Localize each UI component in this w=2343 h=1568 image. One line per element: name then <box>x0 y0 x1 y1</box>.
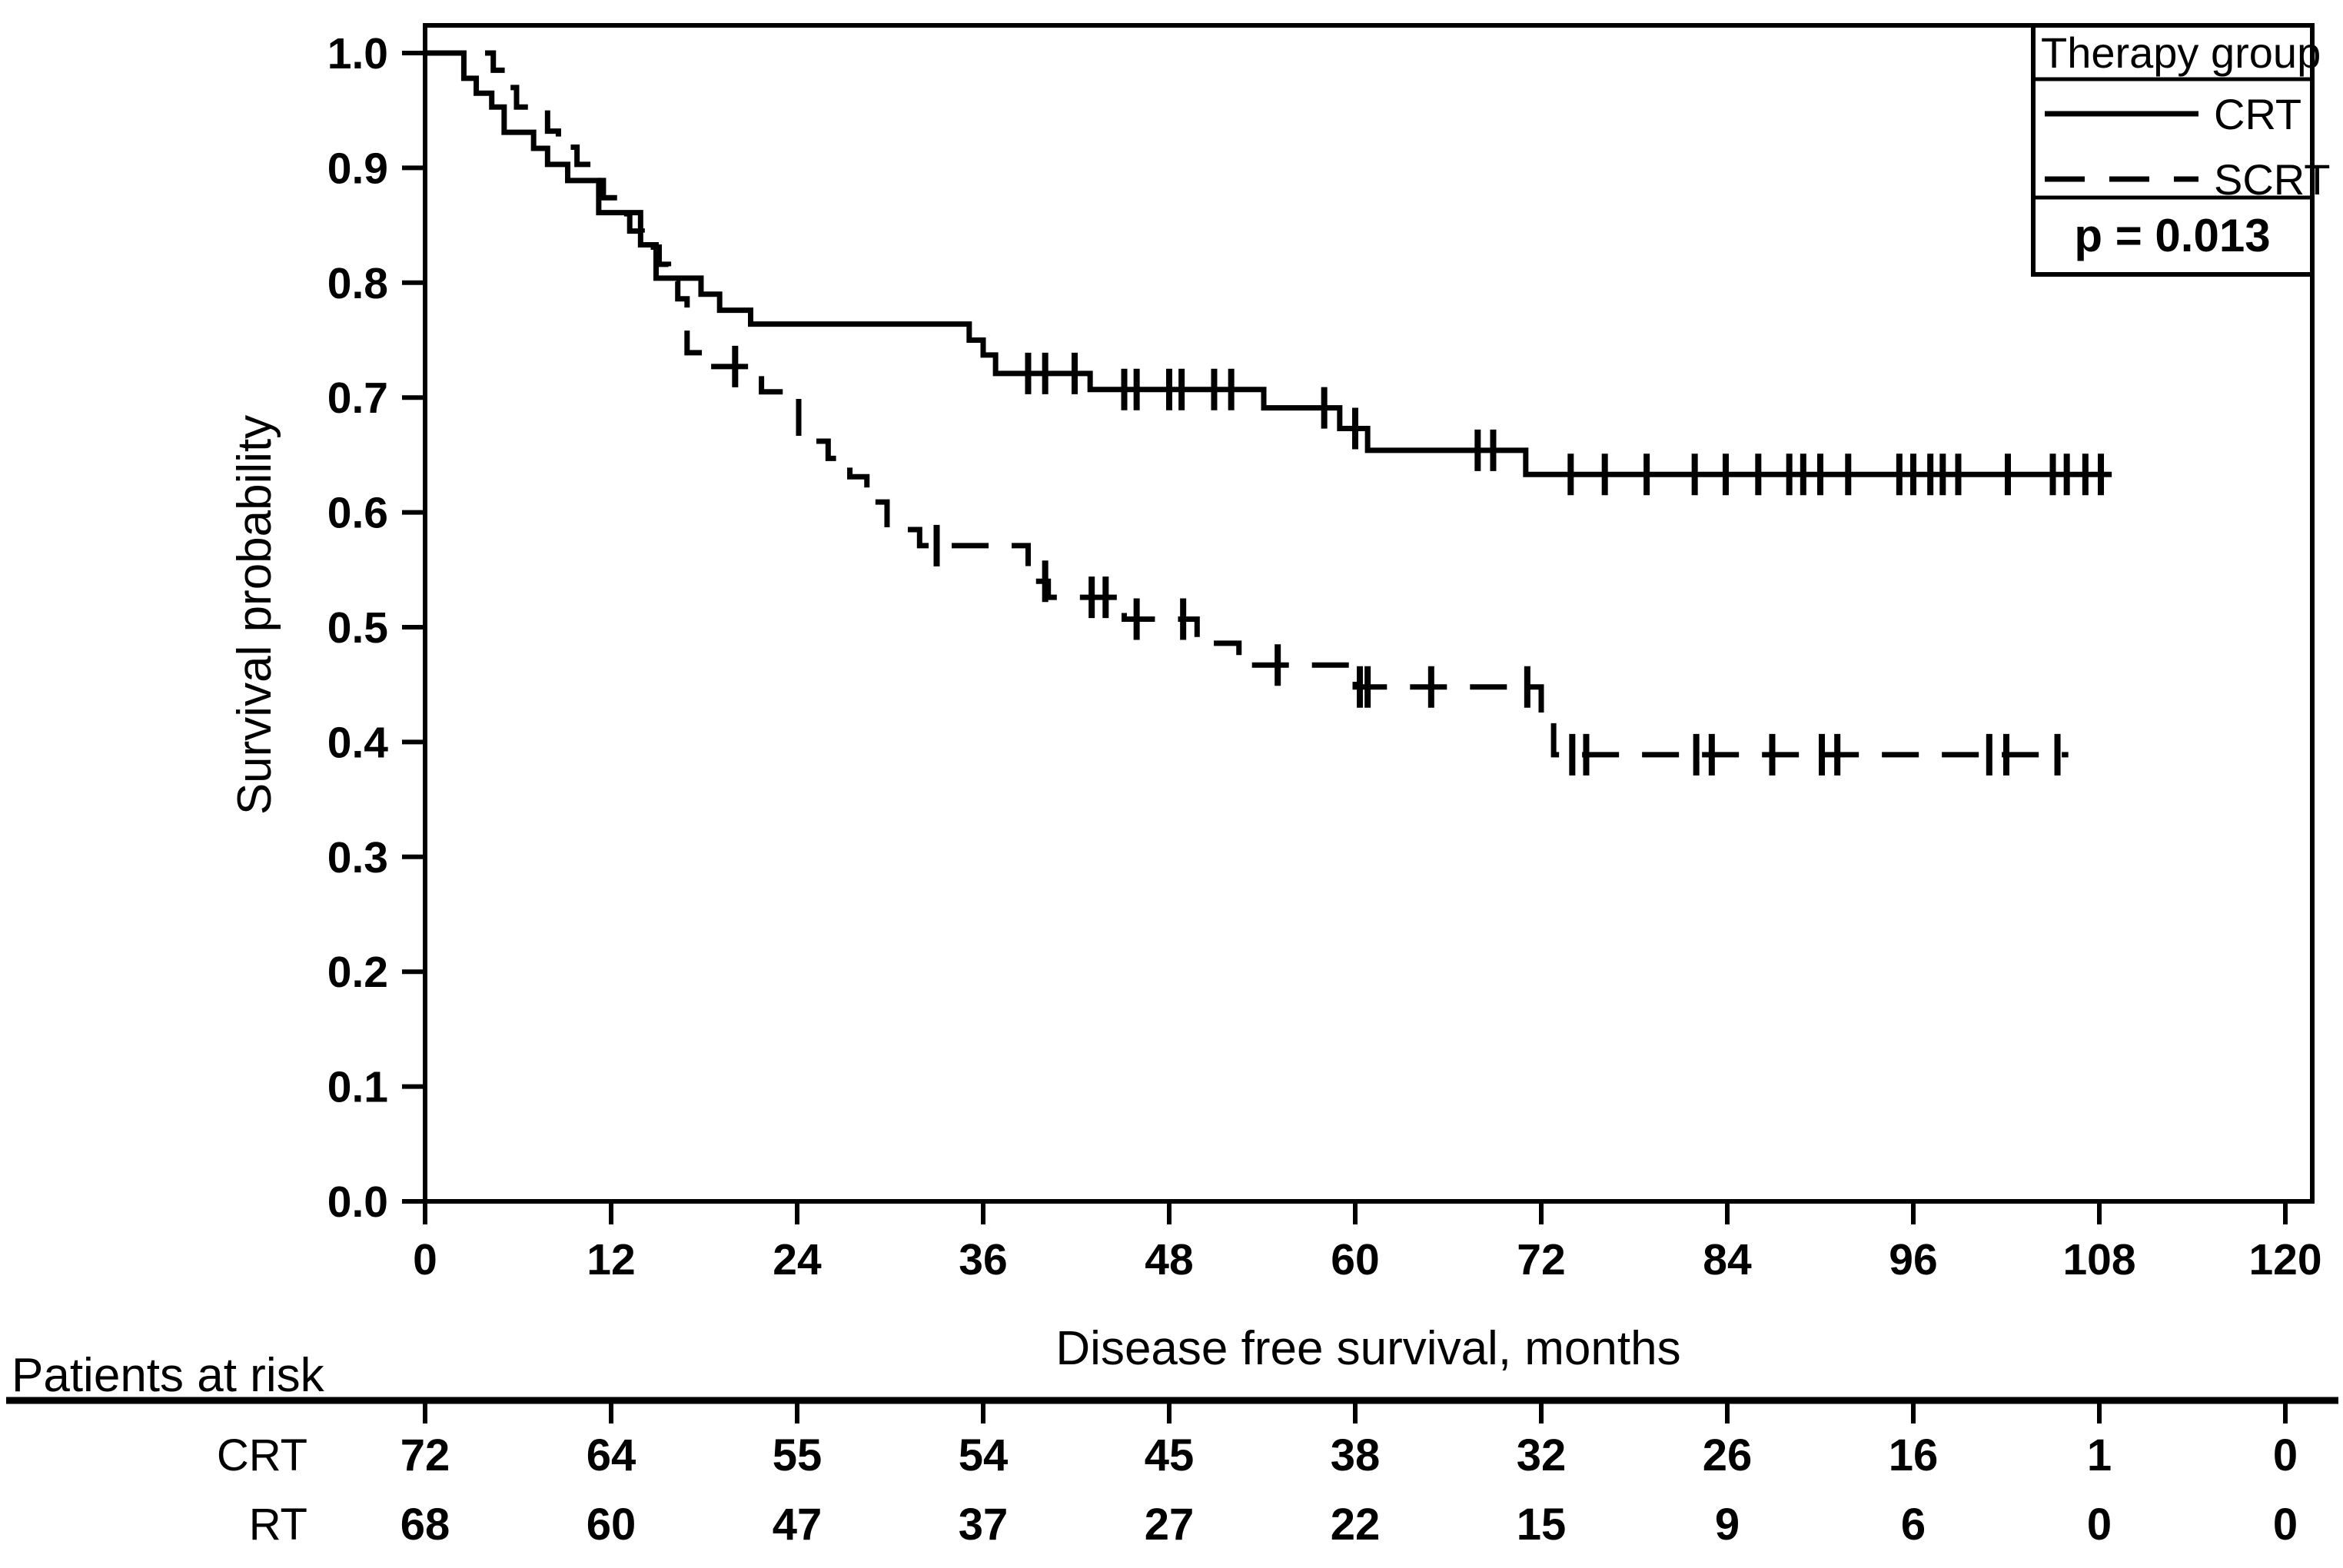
x-tick-label: 12 <box>587 1235 635 1284</box>
risk-count-rt: 60 <box>587 1500 636 1550</box>
risk-count-rt: 6 <box>1901 1500 1926 1550</box>
y-tick-label: 0.3 <box>327 833 388 882</box>
risk-count-rt: 15 <box>1517 1500 1567 1550</box>
risk-count-rt: 68 <box>400 1500 450 1550</box>
risk-count-crt: 26 <box>1703 1430 1753 1480</box>
x-tick-label: 96 <box>1889 1235 1937 1284</box>
y-tick-label: 0.1 <box>327 1063 388 1112</box>
censor-marks <box>732 345 2105 776</box>
legend-entry-crt: CRT <box>2045 90 2301 138</box>
legend-title: Therapy group <box>2041 28 2321 77</box>
y-tick-label: 0.2 <box>327 948 388 997</box>
risk-count-rt: 9 <box>1715 1500 1740 1550</box>
x-tick-label: 24 <box>773 1235 822 1284</box>
risk-table-counts: 72 64 55 54 45 38 32 26 16 1 068 60 47 37 27 22 15 9 6 0 0 <box>400 1430 2298 1550</box>
risk-row-rt-label: RT <box>249 1500 307 1550</box>
x-axis-ticks: 0 12 24 36 48 60 72 84 96 108 120 <box>413 1201 2322 1284</box>
p-value-label: p = 0.013 <box>2074 210 2270 261</box>
legend-border <box>2031 23 2315 277</box>
survival-curves <box>425 50 2112 758</box>
y-tick-label: 0.5 <box>327 603 388 653</box>
legend-entry-scrt-label: SCRT <box>2214 155 2330 204</box>
risk-count-rt: 47 <box>773 1500 823 1550</box>
risk-count-rt: 27 <box>1145 1500 1195 1550</box>
risk-count-rt: 22 <box>1331 1500 1381 1550</box>
risk-count-rt: 0 <box>2087 1500 2112 1550</box>
y-tick-label: 1.0 <box>327 29 388 78</box>
patients-at-risk-table: Patients at risk CRT RT 72 64 55 54 45 38 32 26… <box>6 1349 2338 1550</box>
legend-entry-crt-label: CRT <box>2214 90 2301 138</box>
y-tick-label: 0.7 <box>327 374 388 423</box>
x-tick-label: 84 <box>1703 1235 1752 1284</box>
risk-count-rt: 37 <box>959 1500 1009 1550</box>
risk-count-crt: 1 <box>2087 1430 2112 1480</box>
x-tick-label: 120 <box>2248 1235 2321 1284</box>
legend-entry-scrt: SCRT <box>2045 155 2330 204</box>
risk-count-rt: 0 <box>2273 1500 2298 1550</box>
y-tick-label: 0.8 <box>327 259 388 308</box>
risk-count-crt: 38 <box>1331 1430 1381 1480</box>
x-tick-label: 48 <box>1145 1235 1193 1284</box>
y-tick-label: 0.9 <box>327 144 388 193</box>
risk-count-crt: 55 <box>773 1430 823 1480</box>
x-tick-label: 0 <box>413 1235 437 1284</box>
risk-count-crt: 32 <box>1517 1430 1567 1480</box>
y-tick-label: 0.0 <box>327 1178 388 1227</box>
risk-count-crt: 54 <box>959 1430 1009 1480</box>
risk-count-crt: 72 <box>400 1430 450 1480</box>
risk-row-crt-label: CRT <box>217 1430 307 1480</box>
survival-curve-crt <box>425 50 2112 477</box>
x-tick-label: 108 <box>2062 1235 2135 1284</box>
risk-table-ticks <box>423 1400 2288 1423</box>
risk-count-crt: 64 <box>587 1430 636 1480</box>
x-tick-label: 60 <box>1331 1235 1379 1284</box>
legend-box: Therapy group CRT SCRT p = 0.013 <box>2031 23 2330 277</box>
risk-table-heading: Patients at risk <box>12 1349 325 1402</box>
x-tick-label: 72 <box>1517 1235 1565 1284</box>
x-tick-label: 36 <box>959 1235 1007 1284</box>
risk-count-crt: 16 <box>1889 1430 1939 1480</box>
survival-curve-scrt <box>425 50 2069 758</box>
y-axis-ticks: 1.0 0.9 0.8 0.7 0.6 0.5 0.4 0.3 0.2 0.1 0.0 <box>327 29 425 1227</box>
plot-border <box>423 23 2315 1204</box>
y-tick-label: 0.6 <box>327 489 388 538</box>
risk-count-crt: 45 <box>1145 1430 1195 1480</box>
y-tick-label: 0.4 <box>327 718 389 767</box>
risk-count-crt: 0 <box>2273 1430 2298 1480</box>
x-axis-title: Disease free survival, months <box>1055 1322 1680 1375</box>
y-axis-title: Survival probability <box>228 415 281 815</box>
